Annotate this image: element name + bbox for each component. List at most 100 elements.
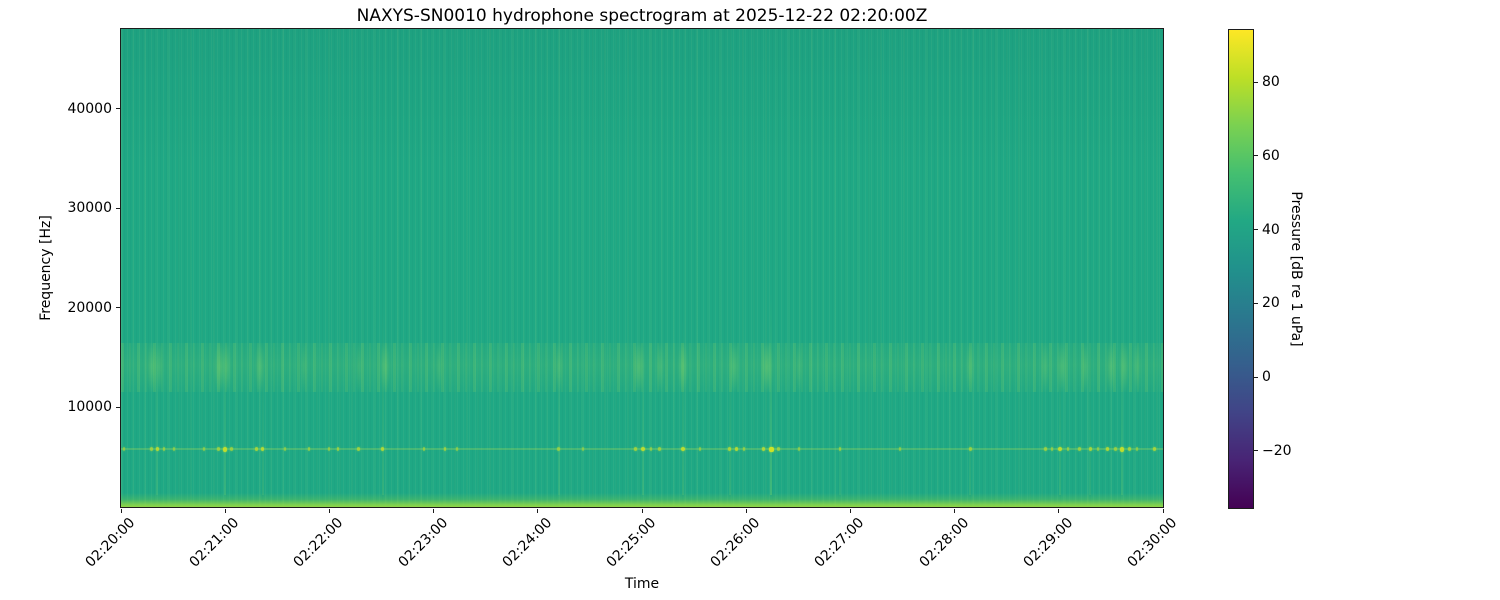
colorbar-tick-label: −20	[1262, 442, 1292, 459]
transient-dash	[1135, 447, 1138, 451]
transient-dash	[1120, 446, 1125, 452]
colorbar-tick-label: 80	[1262, 74, 1280, 91]
transient-dash	[768, 446, 774, 452]
midband-blob	[966, 341, 975, 393]
colorbar-tick-label: 40	[1262, 221, 1280, 238]
transient-dash	[557, 447, 561, 451]
transient-dash	[838, 447, 841, 451]
transient-dash	[217, 447, 221, 451]
colorbar-tick-mark	[1254, 81, 1258, 83]
transient-streak	[681, 317, 684, 495]
transient-dash	[634, 447, 638, 451]
transient-dash	[762, 447, 766, 451]
transient-dash	[1097, 447, 1100, 451]
transient-dash	[223, 446, 228, 452]
x-tick-mark	[433, 509, 435, 513]
colorbar-label: Pressure [dB re 1 uPa]	[1288, 191, 1304, 347]
midband-blob	[223, 341, 232, 393]
transient-dash	[1050, 447, 1053, 451]
colorbar-tick-label: 60	[1262, 147, 1280, 164]
transient-dash	[777, 447, 780, 451]
x-tick-mark	[745, 509, 747, 513]
transient-streak	[728, 352, 731, 495]
transient-dash	[328, 447, 331, 451]
y-axis-label: Frequency [Hz]	[38, 215, 54, 321]
x-tick-mark	[954, 509, 956, 513]
transient-dash	[680, 447, 685, 451]
y-tick-mark	[116, 207, 120, 209]
x-tick-mark	[849, 509, 851, 513]
colorbar	[1228, 29, 1254, 509]
transient-dash	[357, 447, 361, 451]
x-tick-mark	[120, 509, 122, 513]
transient-dash	[1043, 447, 1047, 451]
colorbar-tick-label: 20	[1262, 295, 1280, 312]
midband-blob	[632, 341, 645, 393]
transient-dash	[336, 447, 339, 451]
y-tick-mark	[116, 108, 120, 110]
transient-dash	[162, 447, 165, 451]
y-tick-label: 20000	[67, 299, 112, 316]
midband-blob	[655, 341, 664, 393]
transient-dash	[1128, 447, 1132, 451]
spectrogram-background	[121, 29, 1163, 507]
y-tick-label: 40000	[67, 100, 112, 117]
transient-streak	[770, 292, 773, 495]
midband-texture	[121, 343, 1163, 392]
transient-dash	[423, 447, 426, 451]
transient-streak	[261, 357, 264, 495]
transient-dash	[1088, 447, 1092, 451]
transient-dash	[1057, 447, 1062, 451]
transient-dash	[203, 447, 206, 451]
y-tick-mark	[116, 406, 120, 408]
midband-blob	[728, 341, 739, 393]
midband-blob	[796, 341, 803, 393]
colorbar-tick-mark	[1254, 376, 1258, 378]
midband-blob	[355, 341, 362, 393]
transient-dash	[650, 447, 653, 451]
x-axis-label: Time	[624, 576, 660, 592]
midband-blob	[554, 341, 563, 393]
colorbar-tick-label: 0	[1262, 369, 1271, 386]
x-tick-mark	[1162, 509, 1164, 513]
midband-blob	[147, 341, 158, 393]
transient-dash	[1078, 447, 1082, 451]
midband-blob	[1041, 341, 1050, 393]
transient-dash	[968, 447, 972, 451]
transient-dash	[743, 447, 746, 451]
transient-dash	[229, 447, 233, 451]
midband-blob	[435, 341, 442, 393]
transient-dash	[641, 447, 646, 451]
x-tick-mark	[224, 509, 226, 513]
transient-dash	[455, 447, 458, 451]
transient-streak	[1089, 372, 1092, 495]
transient-dash	[261, 447, 265, 451]
y-tick-mark	[116, 307, 120, 309]
transient-streak	[969, 377, 972, 495]
midband-blob	[379, 341, 390, 393]
spectrogram-plot	[120, 28, 1164, 508]
transient-dash	[798, 447, 801, 451]
transient-dash	[149, 447, 153, 451]
transient-streak	[642, 327, 645, 495]
y-tick-label: 30000	[67, 200, 112, 217]
midband-blob	[301, 341, 308, 393]
transient-dash	[173, 447, 176, 451]
x-tick-mark	[328, 509, 330, 513]
x-tick-mark	[1058, 509, 1060, 513]
x-tick-mark	[537, 509, 539, 513]
transient-streak	[557, 367, 560, 495]
colorbar-tick-mark	[1254, 302, 1258, 304]
transient-dash	[254, 447, 258, 451]
transient-dash	[658, 447, 662, 451]
transient-dash	[307, 447, 310, 451]
midband-blob	[1132, 341, 1141, 393]
midband-blob	[1080, 341, 1089, 393]
transient-streak	[156, 347, 159, 495]
midband-blob	[1056, 341, 1067, 393]
midband-blob	[154, 341, 163, 393]
midband-blob	[213, 341, 226, 393]
colorbar-tick-mark	[1254, 450, 1258, 452]
x-tick-mark	[641, 509, 643, 513]
